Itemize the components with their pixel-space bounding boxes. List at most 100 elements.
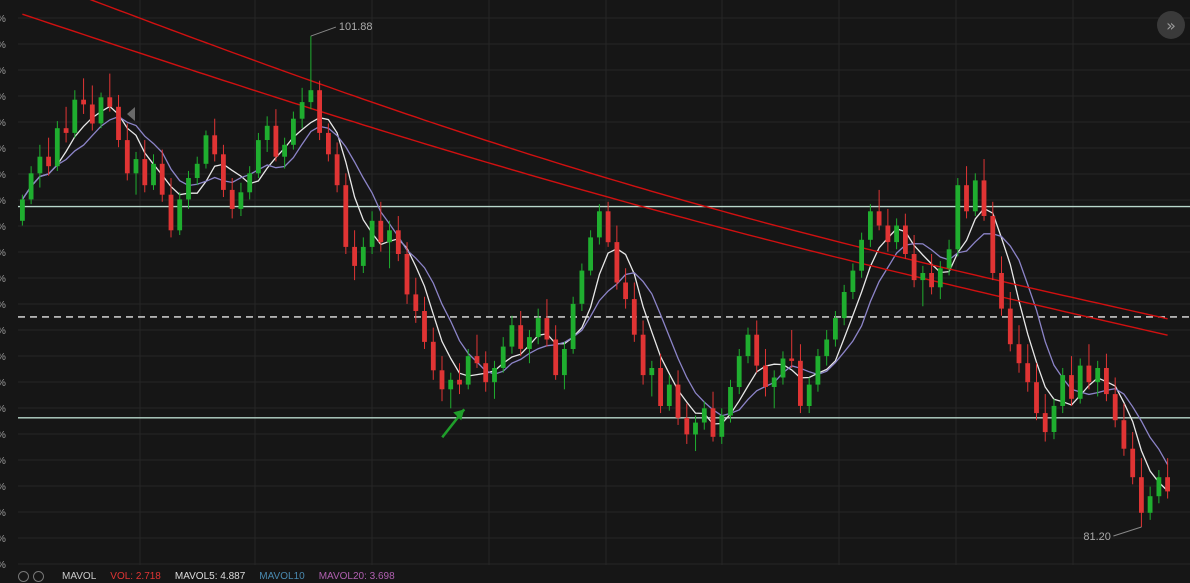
candle-body [439, 370, 445, 390]
candle-body [151, 163, 156, 186]
candle-body [1104, 368, 1109, 395]
candle-body [352, 246, 357, 266]
mavol20-value: MAVOL20: 3.698 [318, 571, 395, 582]
candle-body [1156, 477, 1162, 497]
candle-body [649, 368, 655, 376]
candle-body [1139, 477, 1144, 513]
candle-body [710, 408, 716, 437]
candle-body [1042, 413, 1048, 433]
y-tick-label: % [0, 170, 6, 181]
candle-body [186, 178, 191, 200]
annotations: 101.88 81.20 [127, 21, 1142, 543]
candle-body [920, 273, 926, 281]
y-tick-label: % [0, 14, 6, 25]
candle-body [124, 140, 130, 174]
candle-body [981, 180, 987, 216]
candle-body [798, 360, 803, 406]
candle-body [597, 211, 602, 238]
candle-body [159, 163, 165, 195]
y-tick-label: % [0, 274, 6, 285]
candle-body [579, 270, 585, 304]
candle-body [20, 199, 25, 221]
candle-body [666, 384, 672, 406]
candle-body [719, 415, 725, 437]
candle-body [1016, 344, 1022, 364]
y-tick-label: % [0, 118, 6, 129]
candle-body [457, 379, 462, 385]
y-tick-label: % [0, 560, 6, 571]
expand-toolbar-button[interactable]: » [1157, 11, 1185, 39]
candle-body [1112, 394, 1118, 421]
candle-body [72, 99, 78, 133]
candle-body [387, 230, 392, 243]
candle-body [238, 192, 244, 209]
volume-settings-icon[interactable] [18, 571, 48, 583]
candle-body [413, 294, 419, 311]
y-tick-label: % [0, 196, 6, 207]
candle-body [81, 99, 86, 105]
candle-body [894, 225, 899, 243]
candle-body [885, 225, 891, 243]
candle-body [868, 211, 873, 240]
candle-body [518, 325, 524, 349]
candle-body [98, 97, 104, 124]
y-tick-label: % [0, 222, 6, 233]
candle-body [527, 337, 532, 349]
candle-body [780, 358, 786, 378]
y-tick-label: % [0, 40, 6, 51]
candle-body [841, 292, 847, 319]
candle-body [937, 268, 943, 288]
candle-body [448, 379, 454, 390]
candle-body [605, 211, 611, 243]
candle-body [317, 90, 322, 133]
candle-body [771, 377, 777, 387]
candle-body [972, 180, 978, 212]
candle-body [133, 159, 139, 174]
candle-body [1130, 448, 1136, 478]
candle-body [430, 341, 436, 371]
candle-body [395, 230, 401, 254]
candle-body [63, 128, 69, 133]
candle-body [1121, 420, 1127, 449]
high-leader-line [310, 26, 337, 37]
candle-body [876, 211, 882, 226]
candle-body [693, 422, 698, 435]
candle-body [291, 118, 296, 145]
candle-body [1051, 405, 1057, 432]
candle-body [754, 334, 760, 366]
candle-body [1077, 365, 1083, 399]
candle-body [789, 358, 795, 361]
y-tick-label: % [0, 66, 6, 77]
mavol5-value: MAVOL5: 4.887 [174, 571, 246, 582]
y-tick-label: % [0, 482, 6, 493]
candle-body [911, 254, 917, 281]
candle-body [701, 408, 707, 423]
candle-body [1007, 308, 1013, 345]
candle-body [903, 225, 908, 254]
candle-body [728, 387, 733, 416]
candle-body [850, 270, 856, 292]
candle-body [369, 220, 375, 247]
candle-body [544, 318, 550, 340]
collapse-triangle-icon [127, 107, 135, 121]
candle-body [990, 216, 996, 273]
candle-body [326, 132, 331, 155]
candle-body [535, 318, 541, 338]
candle-body [684, 417, 690, 435]
candle-body [623, 282, 628, 300]
candle-body [247, 173, 253, 193]
candle-body [378, 220, 384, 243]
candle-body [168, 194, 174, 231]
candle-body [334, 154, 340, 186]
candle-body [177, 199, 183, 231]
candle-body [212, 135, 218, 155]
y-tick-label: % [0, 404, 6, 415]
candle-body [763, 365, 768, 387]
candles [20, 36, 1170, 528]
y-tick-label: % [0, 534, 6, 545]
candle-body [824, 339, 830, 357]
ma-mid-line [21, 115, 1169, 466]
candle-body [588, 237, 593, 271]
y-axis-tick-labels: %%%%%%%%%%%%%%%%%%%%%% [0, 14, 6, 571]
